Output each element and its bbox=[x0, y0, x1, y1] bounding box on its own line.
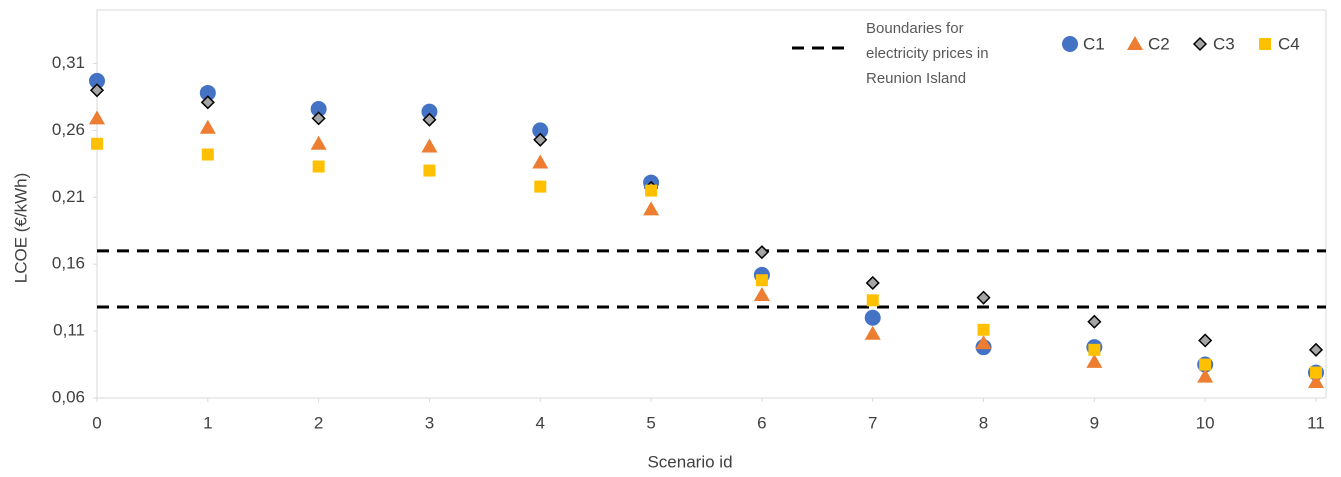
point bbox=[643, 201, 660, 216]
legend-label: C3 bbox=[1213, 34, 1235, 53]
point bbox=[1199, 358, 1212, 371]
y-tick-label: 0,26 bbox=[52, 120, 85, 139]
point bbox=[1086, 353, 1103, 368]
point bbox=[976, 290, 991, 305]
point bbox=[534, 180, 547, 193]
legend-marker bbox=[1127, 36, 1143, 50]
point bbox=[422, 112, 437, 127]
y-tick-label: 0,11 bbox=[53, 321, 85, 340]
point bbox=[312, 160, 325, 173]
point bbox=[421, 138, 438, 153]
point bbox=[199, 119, 216, 134]
x-tick-label: 8 bbox=[979, 413, 988, 432]
plot-frame bbox=[96, 9, 1327, 399]
point bbox=[200, 95, 215, 110]
legend-marker bbox=[1259, 38, 1271, 50]
legend-label: C4 bbox=[1278, 34, 1300, 53]
point bbox=[201, 148, 214, 161]
point bbox=[89, 83, 105, 98]
point bbox=[310, 101, 327, 118]
point bbox=[1088, 343, 1101, 356]
point bbox=[532, 154, 549, 169]
point bbox=[89, 72, 105, 89]
point bbox=[91, 137, 103, 150]
point bbox=[533, 132, 548, 147]
point bbox=[1198, 333, 1213, 348]
point bbox=[310, 135, 327, 150]
x-tick-label: 7 bbox=[868, 413, 877, 432]
point bbox=[755, 274, 768, 287]
legend-label: C1 bbox=[1083, 34, 1105, 53]
x-tick-label: 11 bbox=[1307, 413, 1325, 432]
legend-marker bbox=[1192, 36, 1208, 52]
point bbox=[975, 335, 992, 350]
legend-label: C2 bbox=[1148, 34, 1170, 53]
y-tick-label: 0,06 bbox=[52, 387, 85, 406]
x-tick-label: 9 bbox=[1090, 413, 1099, 432]
x-tick-label: 0 bbox=[92, 413, 101, 432]
x-tick-label: 5 bbox=[646, 413, 655, 432]
point bbox=[866, 294, 879, 307]
point bbox=[89, 110, 105, 125]
x-tick-label: 3 bbox=[425, 413, 434, 432]
x-tick-label: 10 bbox=[1196, 413, 1215, 432]
point bbox=[423, 164, 436, 177]
point bbox=[311, 111, 326, 126]
y-tick-label: 0,16 bbox=[52, 254, 85, 273]
point bbox=[1087, 314, 1102, 329]
x-tick-label: 4 bbox=[536, 413, 545, 432]
legend-marker bbox=[1062, 36, 1078, 52]
point bbox=[753, 286, 770, 301]
point bbox=[865, 275, 880, 290]
point bbox=[1308, 373, 1324, 388]
reference-legend-label: Boundaries for electricity prices in Reu… bbox=[866, 20, 989, 87]
x-tick-label: 2 bbox=[314, 413, 323, 432]
x-tick-label: 6 bbox=[757, 413, 766, 432]
y-tick-label: 0,31 bbox=[52, 53, 85, 72]
point bbox=[1197, 368, 1214, 383]
point bbox=[977, 323, 990, 336]
point bbox=[532, 122, 549, 139]
x-tick-label: 1 bbox=[203, 413, 212, 432]
point bbox=[645, 184, 658, 197]
point bbox=[864, 325, 881, 340]
point bbox=[1308, 342, 1324, 357]
point bbox=[754, 245, 769, 260]
point bbox=[199, 84, 216, 101]
x-axis-label: Scenario id bbox=[647, 452, 732, 471]
y-tick-label: 0,21 bbox=[52, 187, 85, 206]
point bbox=[864, 309, 881, 326]
y-axis-label: LCOE (€/kWh) bbox=[11, 173, 30, 284]
point bbox=[1310, 366, 1322, 379]
point bbox=[421, 103, 438, 120]
